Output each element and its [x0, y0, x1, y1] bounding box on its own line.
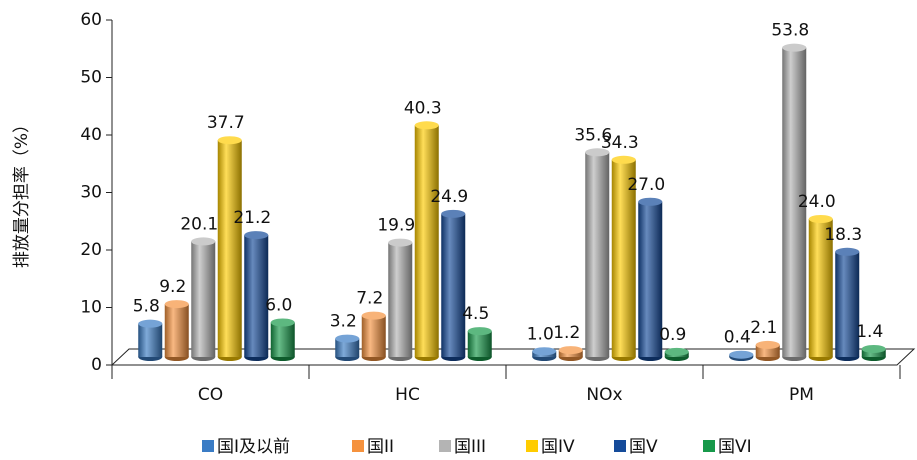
legend-swatch	[202, 440, 214, 452]
y-tick-label: 30	[80, 183, 102, 203]
bar	[388, 242, 413, 357]
data-label: 24.0	[798, 192, 836, 212]
bar-top	[244, 231, 269, 240]
legend-swatch	[703, 440, 715, 452]
bar-top	[361, 311, 386, 320]
data-label: 21.2	[233, 208, 271, 228]
data-label: 5.8	[133, 297, 160, 317]
bar	[361, 315, 386, 357]
data-label: 40.3	[404, 98, 442, 118]
bar	[835, 251, 860, 357]
y-tick-label: 60	[80, 10, 102, 30]
bar-top	[861, 344, 886, 353]
bar-top	[441, 209, 466, 218]
bar-top	[191, 237, 216, 246]
data-label: 1.2	[553, 323, 580, 343]
data-label: 1.0	[527, 324, 554, 344]
bar-top	[638, 197, 663, 206]
bar-top	[270, 318, 295, 327]
data-label: 2.1	[750, 318, 777, 338]
data-label: 0.9	[659, 325, 686, 345]
bar	[270, 322, 295, 357]
data-label: 3.2	[330, 312, 357, 332]
data-label: 37.7	[207, 113, 245, 133]
bar-top	[138, 319, 163, 328]
bar	[585, 152, 610, 357]
bar	[164, 304, 189, 357]
legend-label: 国III	[454, 437, 486, 457]
bar	[335, 338, 360, 357]
bar-top	[335, 334, 360, 343]
bar-top	[558, 346, 583, 355]
bar-top	[729, 350, 754, 359]
data-label: 27.0	[627, 175, 665, 195]
bar	[611, 159, 636, 357]
bar	[861, 348, 886, 357]
bar-top	[835, 247, 860, 256]
data-label: 20.1	[180, 214, 218, 234]
x-tick-label: HC	[395, 385, 420, 405]
legend-swatch	[526, 440, 538, 452]
bar	[782, 47, 807, 358]
x-tick-label: NOx	[586, 385, 622, 405]
bar-top	[782, 43, 807, 52]
data-label: 0.4	[724, 328, 751, 348]
bar-top	[388, 238, 413, 247]
x-tick-label: CO	[198, 385, 223, 405]
data-label: 53.8	[771, 21, 809, 41]
bar-top	[611, 155, 636, 164]
legend-swatch	[352, 440, 364, 452]
bar	[414, 125, 439, 358]
bar-top	[585, 148, 610, 157]
legend-label: 国VI	[718, 437, 752, 457]
bar	[808, 219, 833, 357]
bar-top	[467, 327, 492, 336]
x-tick-label: PM	[789, 385, 814, 405]
bar-top	[217, 136, 242, 145]
data-label: 7.2	[356, 289, 383, 309]
y-tick-label: 50	[80, 68, 102, 88]
data-label: 4.5	[462, 304, 489, 324]
y-axis-label: 排放量分担率（%）	[12, 116, 32, 268]
bar	[638, 201, 663, 357]
bar-top	[664, 347, 689, 356]
legend-label: 国IV	[541, 437, 575, 457]
data-label: 34.3	[601, 133, 639, 153]
data-label: 24.9	[430, 187, 468, 207]
bar-top	[808, 215, 833, 223]
bar	[467, 331, 492, 357]
bar	[138, 323, 163, 357]
y-tick-label: 10	[80, 298, 102, 318]
bar-top	[414, 121, 439, 130]
legend-swatch	[614, 440, 626, 452]
bar	[217, 140, 242, 357]
legend-swatch	[439, 440, 451, 452]
y-tick-label: 40	[80, 125, 102, 145]
data-label: 1.4	[856, 322, 883, 342]
bar-top	[164, 300, 189, 309]
bar	[191, 241, 216, 357]
bar-top	[755, 340, 780, 349]
data-label: 9.2	[159, 277, 186, 297]
data-label: 35.6	[574, 125, 612, 145]
bar	[244, 235, 269, 357]
legend-label: 国II	[367, 437, 394, 457]
data-label: 19.9	[377, 216, 415, 236]
data-label: 18.3	[824, 225, 862, 245]
bar	[441, 213, 466, 357]
legend-label: 国V	[629, 437, 658, 457]
bar-top	[532, 347, 557, 356]
legend-label: 国I及以前	[217, 437, 290, 457]
y-tick-label: 20	[80, 240, 102, 260]
y-tick-label: 0	[91, 355, 102, 375]
data-label: 6.0	[265, 296, 292, 316]
